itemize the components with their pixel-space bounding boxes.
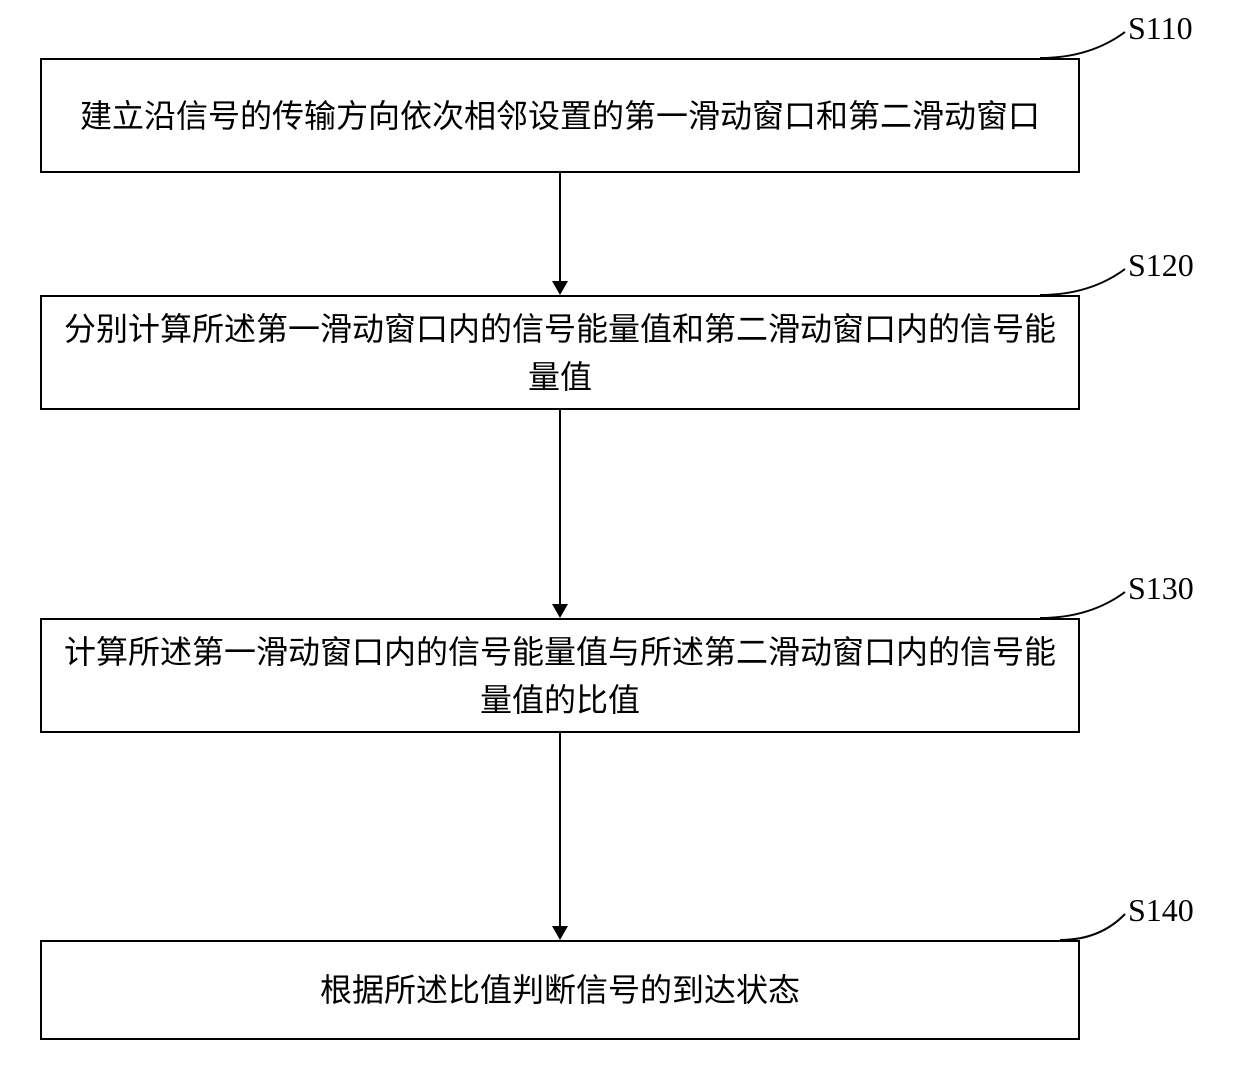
arrow-2-line <box>559 410 561 604</box>
flowchart-container: 建立沿信号的传输方向依次相邻设置的第一滑动窗口和第二滑动窗口 S110 分别计算… <box>0 0 1240 1088</box>
step-text-s130: 计算所述第一滑动窗口内的信号能量值与所述第二滑动窗口内的信号能量值的比值 <box>62 628 1058 724</box>
step-text-s110: 建立沿信号的传输方向依次相邻设置的第一滑动窗口和第二滑动窗口 <box>80 92 1040 140</box>
arrow-3-line <box>559 733 561 926</box>
step-text-s120: 分别计算所述第一滑动窗口内的信号能量值和第二滑动窗口内的信号能量值 <box>62 305 1058 401</box>
step-box-s110: 建立沿信号的传输方向依次相邻设置的第一滑动窗口和第二滑动窗口 <box>40 58 1080 173</box>
callout-line-s140 <box>1040 902 1140 952</box>
step-text-s140: 根据所述比值判断信号的到达状态 <box>320 966 800 1014</box>
step-box-s140: 根据所述比值判断信号的到达状态 <box>40 940 1080 1040</box>
arrow-1-line <box>559 173 561 281</box>
step-box-s130: 计算所述第一滑动窗口内的信号能量值与所述第二滑动窗口内的信号能量值的比值 <box>40 618 1080 733</box>
callout-line-s110 <box>1020 20 1140 70</box>
step-box-s120: 分别计算所述第一滑动窗口内的信号能量值和第二滑动窗口内的信号能量值 <box>40 295 1080 410</box>
callout-line-s130 <box>1020 580 1140 630</box>
arrow-2-head <box>552 604 568 618</box>
arrow-3-head <box>552 926 568 940</box>
callout-line-s120 <box>1020 257 1140 307</box>
arrow-1-head <box>552 281 568 295</box>
